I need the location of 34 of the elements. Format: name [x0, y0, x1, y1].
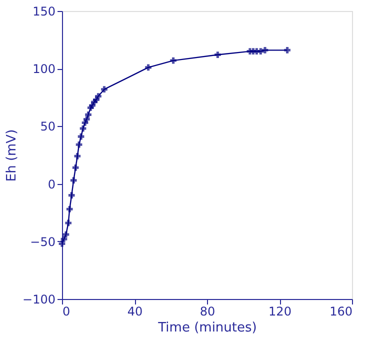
point	[214, 52, 221, 58]
point	[72, 164, 79, 171]
point	[78, 133, 84, 140]
x-tick-label: 80	[200, 304, 216, 318]
point	[284, 47, 290, 54]
y-tick-label: 50	[40, 120, 56, 134]
y-tick-label: 100	[32, 62, 56, 76]
y-tick-label: 0	[48, 177, 56, 192]
point	[66, 206, 73, 212]
point	[145, 64, 152, 71]
x-tick-label: 0	[62, 304, 70, 318]
point	[80, 125, 86, 132]
point	[60, 236, 68, 242]
x-tick-label: 120	[268, 304, 292, 318]
point	[101, 86, 108, 92]
point	[76, 141, 82, 148]
point	[262, 47, 268, 54]
y-tick-label: −100	[22, 292, 56, 306]
point	[62, 231, 70, 238]
point	[95, 93, 102, 100]
y-tick-label: −50	[30, 234, 56, 249]
x-tick-label: 40	[127, 304, 143, 318]
y-tick-label: 150	[32, 4, 56, 18]
y-axis-title: Eh (mV)	[4, 129, 20, 182]
point	[83, 116, 90, 122]
x-axis-title: Time (minutes)	[157, 320, 257, 336]
point	[170, 57, 176, 64]
point	[68, 192, 75, 198]
point	[58, 240, 66, 247]
x-tick-label: 160	[330, 304, 352, 318]
point	[85, 112, 92, 118]
point	[65, 220, 72, 226]
point	[74, 152, 81, 160]
point	[70, 177, 77, 184]
